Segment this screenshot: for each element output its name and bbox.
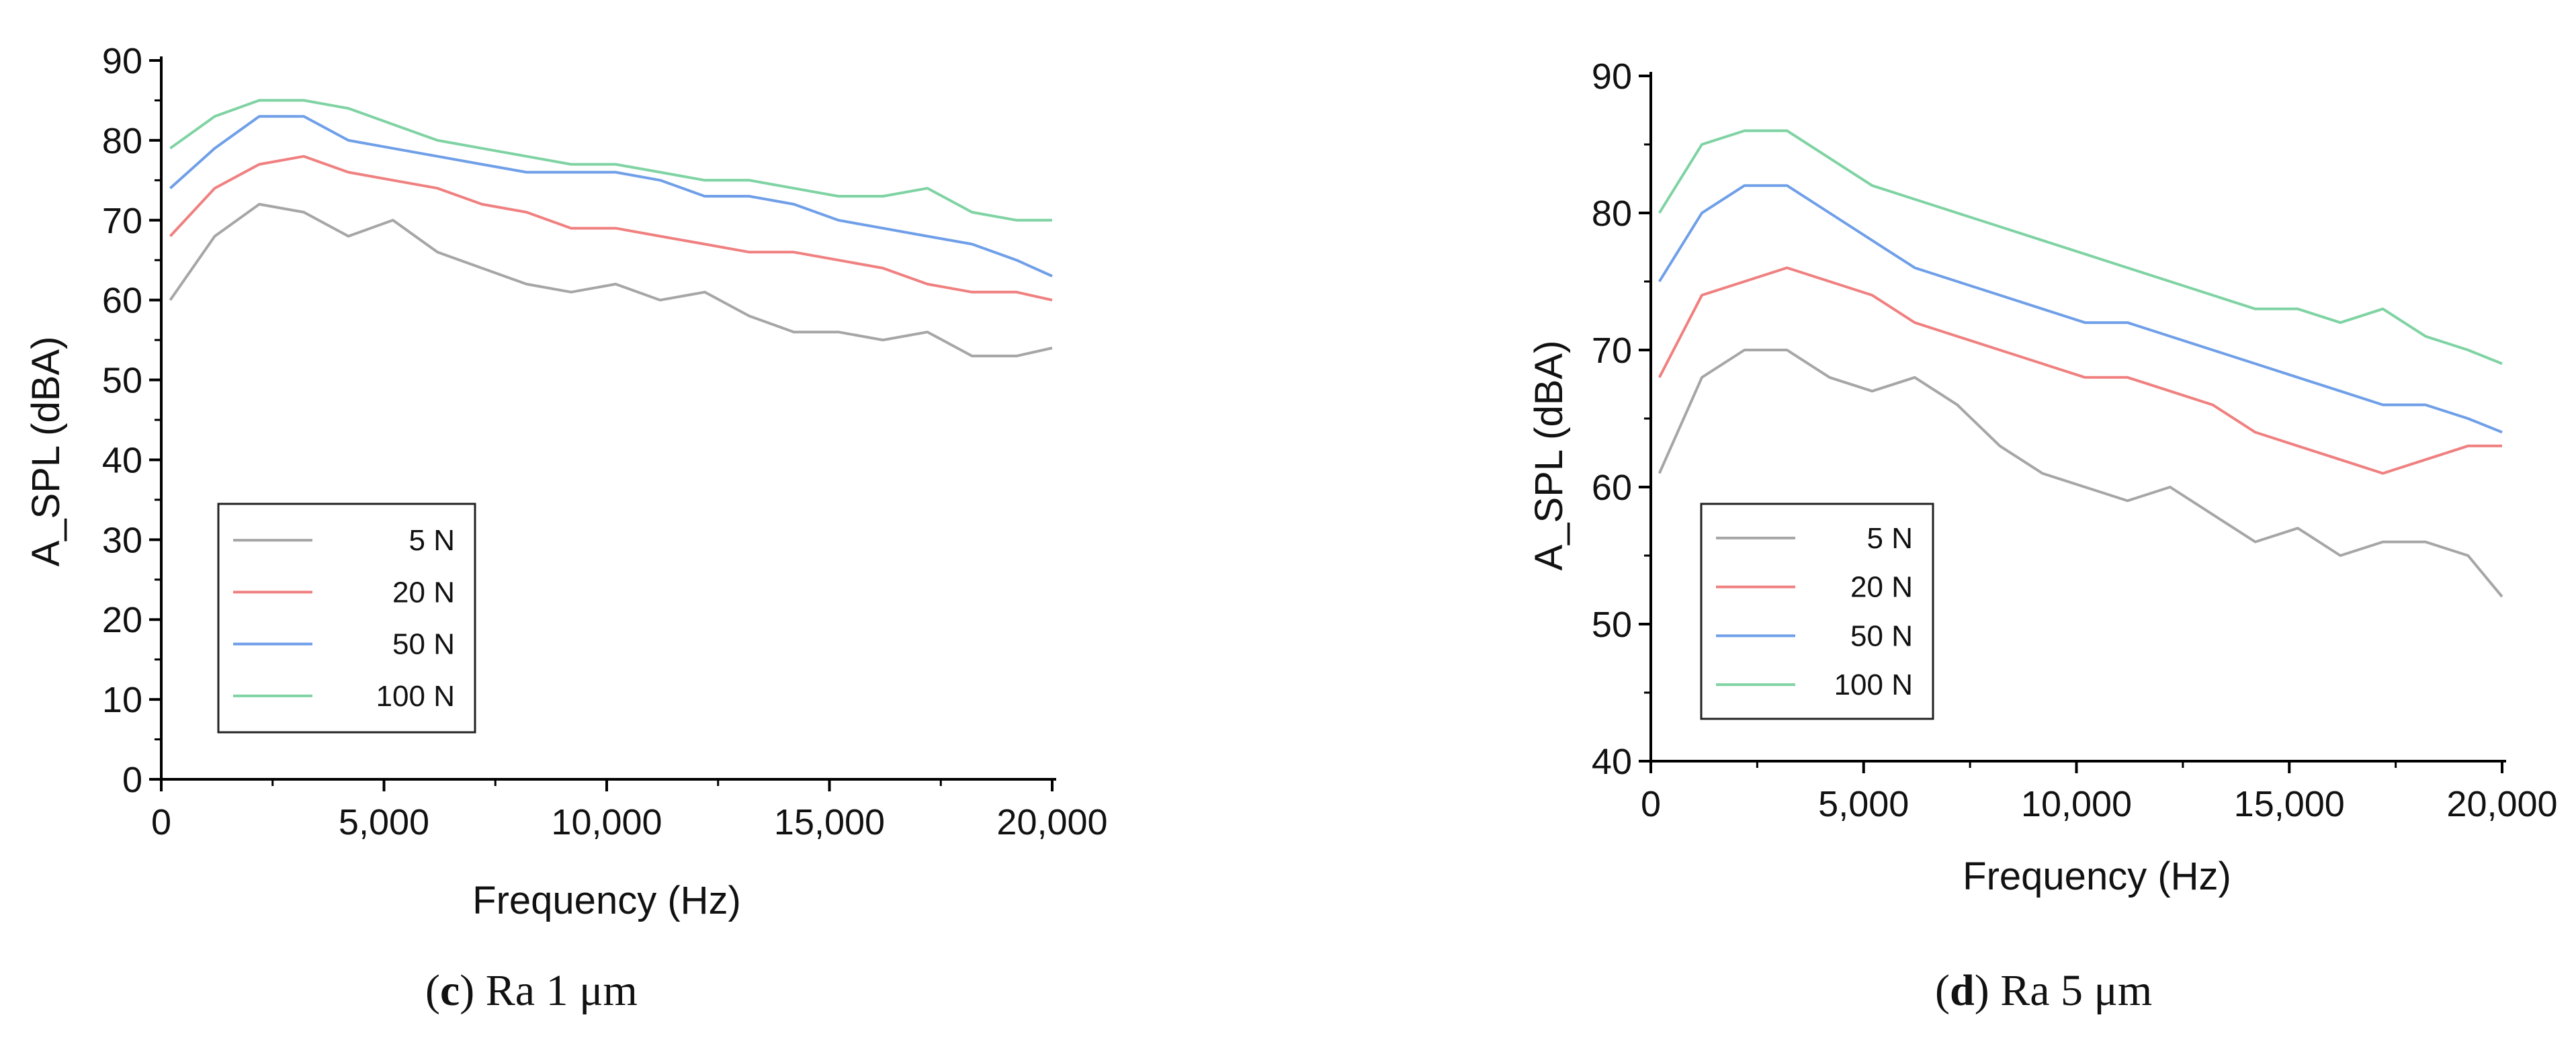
y-tick-label: 40 (102, 440, 142, 480)
y-tick-label: 90 (1592, 56, 1632, 97)
x-tick-label: 15,000 (774, 802, 885, 842)
y-axis-title: A_SPL (dBA) (1527, 341, 1571, 571)
y-tick-label: 80 (1592, 193, 1632, 234)
y-tick-label: 90 (102, 41, 142, 81)
legend-label: 50 N (392, 628, 455, 661)
x-tick-label: 15,000 (2234, 784, 2345, 824)
series-line-20n (169, 155, 1053, 302)
x-tick-label: 0 (1641, 784, 1661, 824)
caption-c: (c) Ra 1 μm (425, 966, 638, 1015)
y-tick-label: 70 (102, 201, 142, 241)
y-tick-label: 80 (102, 121, 142, 161)
x-tick-label: 20,000 (2446, 784, 2557, 824)
y-tick-label: 60 (1592, 468, 1632, 508)
y-tick-label: 10 (102, 680, 142, 720)
series-line-20n (1658, 266, 2502, 475)
caption-d: (d) Ra 5 μm (1935, 966, 2153, 1015)
legend-label: 100 N (1834, 668, 1913, 701)
legend-box (217, 503, 476, 734)
series-line-100n (169, 99, 1052, 222)
x-tick-label: 10,000 (551, 802, 662, 842)
x-tick-label: 20,000 (996, 802, 1107, 842)
x-axis-title: Frequency (Hz) (1963, 855, 2231, 898)
y-tick-label: 60 (102, 281, 142, 321)
legend-label: 5 N (1867, 522, 1913, 555)
caption-letter: c (439, 966, 460, 1015)
y-tick-label: 0 (122, 760, 142, 800)
x-axis-title: Frequency (Hz) (472, 879, 741, 922)
legend-label: 100 N (376, 680, 455, 713)
x-tick-label: 5,000 (339, 802, 429, 842)
y-tick-label: 30 (102, 520, 142, 560)
y-tick-label: 50 (102, 361, 142, 401)
series-line-100n (1658, 129, 2503, 365)
chart-ra-1um: A_SPL (dBA) Frequency (Hz) 0 10 20 30 40 50 60… (24, 41, 1108, 922)
legend-box (1700, 503, 1934, 720)
legend-label: 5 N (409, 524, 455, 557)
caption-text: Ra 5 μm (2000, 966, 2153, 1015)
legend: 5 N 20 N 50 N 100 N (217, 503, 476, 734)
y-tick-label: 20 (102, 600, 142, 640)
legend-label: 50 N (1850, 619, 1913, 652)
caption-text: Ra 1 μm (485, 966, 638, 1015)
y-tick-label: 40 (1592, 742, 1632, 782)
legend-label: 20 N (392, 576, 455, 609)
y-tick-label: 70 (1592, 331, 1632, 371)
series-line-50n (169, 115, 1053, 277)
series-line-50n (1658, 184, 2503, 434)
y-tick-label: 50 (1592, 605, 1632, 645)
x-tick-label: 5,000 (1818, 784, 1909, 824)
legend-label: 20 N (1850, 571, 1913, 604)
x-tick-label: 0 (151, 802, 171, 842)
caption-letter: d (1949, 966, 1975, 1015)
series-line-5n (169, 203, 1053, 357)
chart-ra-5um: A_SPL (dBA) Frequency (Hz) 40 50 60 70 80 90 0… (1527, 56, 2558, 898)
series-line-5n (1658, 349, 2503, 598)
x-tick-label: 10,000 (2021, 784, 2132, 824)
y-axis-title: A_SPL (dBA) (24, 337, 68, 567)
legend: 5 N 20 N 50 N 100 N (1700, 503, 1934, 720)
